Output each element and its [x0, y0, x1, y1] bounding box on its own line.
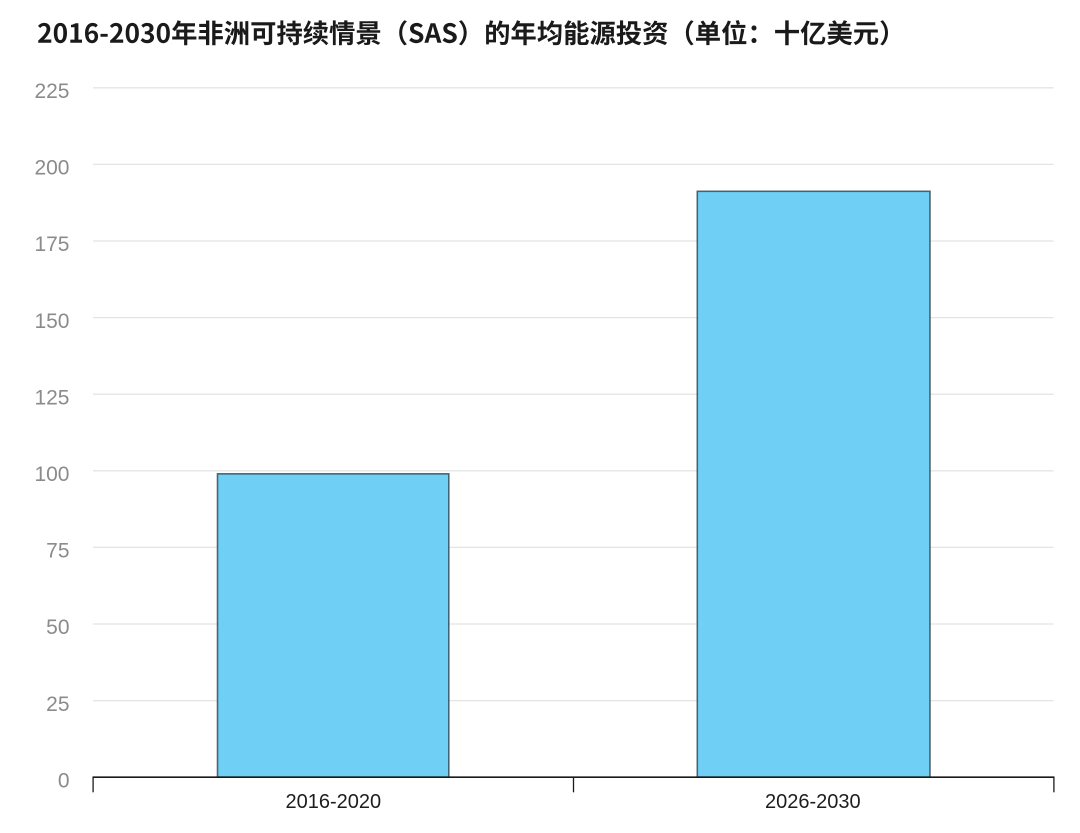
svg-text:125: 125	[34, 386, 69, 409]
svg-text:200: 200	[34, 157, 69, 180]
svg-text:100: 100	[34, 463, 69, 486]
svg-text:150: 150	[34, 310, 69, 333]
svg-text:75: 75	[46, 540, 69, 563]
svg-text:25: 25	[46, 693, 69, 716]
svg-text:225: 225	[34, 80, 69, 103]
svg-text:175: 175	[34, 233, 69, 256]
svg-text:2026-2030: 2026-2030	[765, 791, 861, 813]
svg-text:2016-2020: 2016-2020	[285, 791, 381, 813]
svg-text:50: 50	[46, 616, 69, 639]
svg-text:0: 0	[58, 769, 70, 792]
